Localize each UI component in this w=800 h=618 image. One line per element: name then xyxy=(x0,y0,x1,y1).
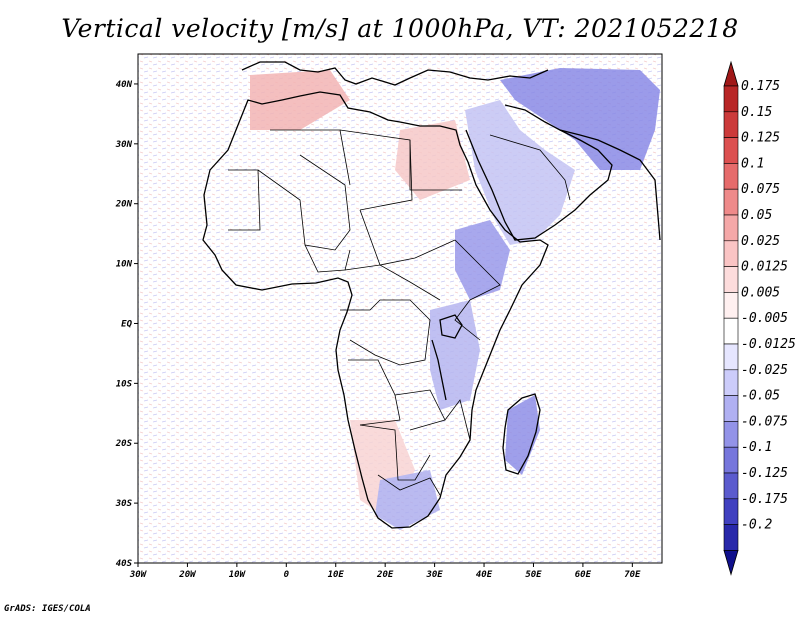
colorbar-box xyxy=(723,292,739,319)
colorbar-label: 0.075 xyxy=(741,182,780,197)
descending-area-iran xyxy=(500,68,660,170)
colorbar-label: -0.05 xyxy=(741,389,780,404)
colorbar-label: -0.0125 xyxy=(741,337,796,352)
border-central-africa xyxy=(344,264,441,301)
colorbar-min-arrow xyxy=(723,550,739,576)
lon-tick-label: 50E xyxy=(525,570,542,580)
colorbar-label: 0.005 xyxy=(741,285,780,300)
lon-tick-label: 70E xyxy=(624,570,641,580)
lat-tick-label: 20N xyxy=(115,200,133,210)
country-borders xyxy=(228,129,571,496)
lat-tick-label: 20S xyxy=(115,439,133,449)
colorbar-box xyxy=(723,343,739,371)
colorbar-label: 0.025 xyxy=(741,234,780,249)
border-libya xyxy=(339,129,413,211)
lon-tick-label: 20W xyxy=(178,570,197,580)
lon-tick-label: 20E xyxy=(376,570,394,580)
lat-tick-label: 40N xyxy=(116,80,133,90)
colorbar-box xyxy=(723,85,739,113)
lat-tick-label: 40S xyxy=(116,559,133,569)
colorbar-box xyxy=(723,163,739,190)
descending-area-madagascar xyxy=(505,395,540,475)
lon-tick-label: 30E xyxy=(425,570,443,580)
border-east-africa xyxy=(454,239,501,341)
border-mozambique xyxy=(444,399,471,441)
lon-tick-label: 10E xyxy=(328,570,345,580)
grads-credit: GrADS: IGES/COLA xyxy=(4,604,91,614)
ascending-area-sahara xyxy=(250,70,350,130)
colorbar-box xyxy=(723,524,739,551)
colorbar-box xyxy=(723,421,739,448)
europe-coastline xyxy=(241,61,549,86)
colorbar: 0.175 0.15 0.125 0.1 0.075 0.05 0.025 0.0125 0.0… xyxy=(723,60,796,576)
border-nigeria xyxy=(304,244,351,273)
colorbar-label: -0.1 xyxy=(741,440,772,455)
colorbar-label: -0.125 xyxy=(741,466,788,481)
border-egypt-sudan xyxy=(409,140,462,191)
border-chad-sudan xyxy=(359,209,456,266)
map-frame xyxy=(137,53,663,564)
coastlines xyxy=(202,61,661,529)
border-congo xyxy=(340,299,431,366)
longitude-axis: 30W 20W 10W 0 10E 20E 30E 40E 50E 60E 70E xyxy=(129,563,641,580)
lon-tick-label: 60E xyxy=(575,570,592,580)
lat-tick-label: 30S xyxy=(115,499,133,509)
border-south-africa xyxy=(377,474,441,496)
colorbar-box xyxy=(723,188,739,216)
arabia-coastline xyxy=(465,104,613,241)
colorbar-box xyxy=(723,446,739,474)
colorbar-label: 0.0125 xyxy=(741,260,788,275)
colorbar-box xyxy=(723,395,739,422)
africa-coastline xyxy=(202,91,549,529)
colorbar-label: 0.175 xyxy=(741,79,780,94)
lon-tick-label: 30W xyxy=(129,570,148,580)
colorbar-box xyxy=(723,472,739,500)
colorbar-box xyxy=(723,498,739,525)
descending-area-arabia-coast xyxy=(465,100,575,245)
colorbar-box xyxy=(723,214,739,242)
lat-tick-label: 10N xyxy=(116,260,133,270)
lat-tick-label: EQ xyxy=(121,319,132,329)
map-title: Vertical velocity [m/s] at 1000hPa, VT: … xyxy=(61,14,739,43)
colorbar-label: -0.025 xyxy=(741,363,788,378)
colorbar-label: 0.15 xyxy=(741,105,772,120)
latitude-axis: 40N 30N 20N 10N EQ 10S 20S 30S 40S xyxy=(115,80,138,569)
lake-victoria xyxy=(439,314,463,339)
lon-tick-label: 10W xyxy=(229,570,247,580)
colorbar-box xyxy=(723,266,739,293)
border-mali-niger xyxy=(257,154,351,251)
colorbar-label: -0.075 xyxy=(741,414,788,429)
lake-tanganyika xyxy=(431,339,447,401)
ascending-area-egypt xyxy=(395,120,470,200)
descending-area-ethiopia xyxy=(455,220,510,300)
lat-tick-label: 10S xyxy=(116,379,133,389)
colorbar-max-arrow xyxy=(723,60,739,87)
colorbar-box xyxy=(723,317,739,345)
colorbar-label: 0.05 xyxy=(741,208,772,223)
border-zambia xyxy=(394,389,446,431)
colorbar-label: -0.2 xyxy=(741,518,772,533)
colorbar-box xyxy=(723,240,739,267)
map-border xyxy=(137,53,663,564)
colorbar-label: 0.1 xyxy=(741,156,764,171)
border-saudi xyxy=(489,134,571,201)
colorbar-box xyxy=(723,111,739,138)
lat-tick-label: 30N xyxy=(115,140,133,150)
colorbar-box xyxy=(723,137,739,164)
colorbar-box xyxy=(723,369,739,396)
persian-coastline xyxy=(559,129,661,241)
border-west-sahara xyxy=(228,169,261,231)
colorbar-label: -0.005 xyxy=(741,311,788,326)
border-namibia-botswana xyxy=(359,424,431,481)
madagascar-coastline xyxy=(502,393,541,475)
lon-tick-label: 40E xyxy=(476,570,493,580)
descending-area-south-africa xyxy=(375,470,440,530)
colorbar-label: 0.125 xyxy=(741,131,780,146)
lon-tick-label: 0 xyxy=(284,570,290,580)
colorbar-label: -0.175 xyxy=(741,492,788,507)
